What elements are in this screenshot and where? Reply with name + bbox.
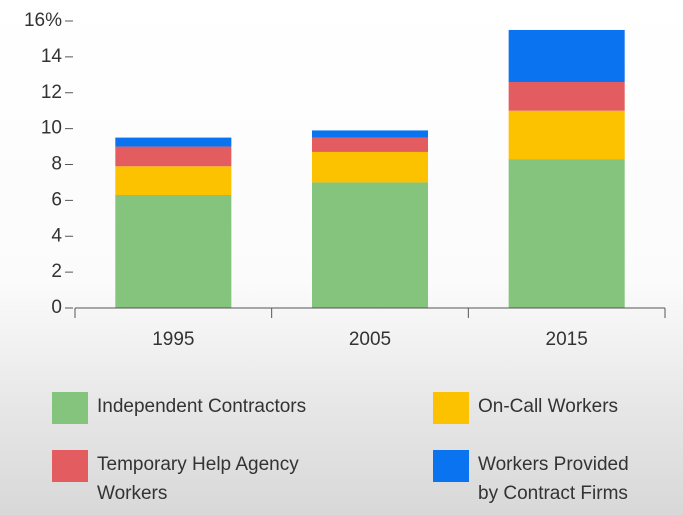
page: 0 2 4 6 8 10 12 14 16% 1995 2005 2015 Independent C… (0, 0, 683, 515)
y-tick-label: 0 (51, 297, 62, 318)
x-tick-label: 2015 (546, 329, 588, 350)
legend-label: Temporary Help Agency Workers (97, 450, 347, 508)
bar-segment (509, 30, 625, 82)
bar-segment (509, 82, 625, 111)
chart: 0 2 4 6 8 10 12 14 16% 1995 2005 2015 (0, 0, 683, 380)
legend-label: On-Call Workers (478, 392, 618, 421)
legend-swatch (433, 450, 469, 482)
legend-item: On-Call Workers (433, 392, 673, 424)
bar-segment (312, 138, 428, 152)
legend-item: Independent Contractors (52, 392, 342, 424)
y-tick-label: 16% (24, 10, 62, 31)
legend-label: Workers Provided by Contract Firms (478, 450, 643, 508)
legend-item: Temporary Help Agency Workers (52, 450, 352, 508)
legend-swatch (433, 392, 469, 424)
y-tick-label: 14 (41, 46, 63, 67)
legend-label: Independent Contractors (97, 392, 306, 421)
bar-segment (312, 182, 428, 308)
legend-item: Workers Provided by Contract Firms (433, 450, 643, 508)
x-tick-label: 1995 (152, 329, 194, 350)
bar-segment (312, 152, 428, 182)
y-tick-label: 4 (51, 225, 62, 246)
bar-segment (115, 195, 231, 308)
y-tick-label: 12 (41, 82, 62, 103)
legend-swatch (52, 392, 88, 424)
bar-segment (312, 130, 428, 137)
y-tick-label: 8 (51, 154, 62, 175)
bar-segment (509, 111, 625, 159)
y-tick-label: 10 (41, 118, 62, 139)
y-tick-label: 6 (51, 189, 62, 210)
x-tick-label: 2005 (349, 329, 391, 350)
bar-segment (509, 159, 625, 308)
bar-segment (115, 147, 231, 167)
bar-segment (115, 166, 231, 195)
legend-swatch (52, 450, 88, 482)
y-tick-label: 2 (51, 261, 62, 282)
bar-segment (115, 138, 231, 147)
